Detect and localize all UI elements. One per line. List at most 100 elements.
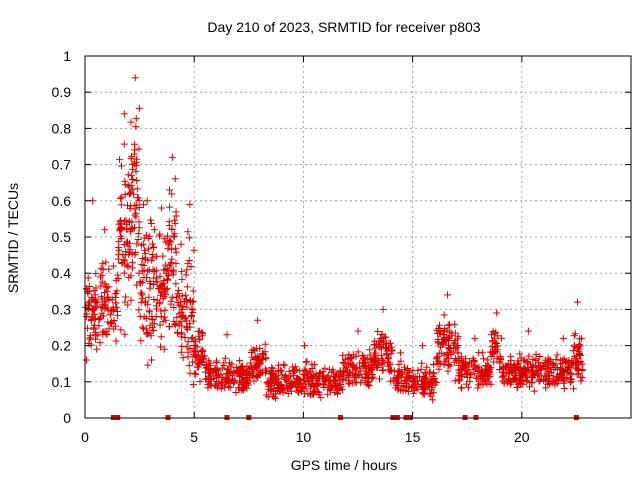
data-point <box>361 374 369 382</box>
data-point <box>156 283 164 291</box>
data-point <box>172 280 180 288</box>
data-point <box>93 302 101 310</box>
data-point <box>170 232 178 240</box>
data-point <box>189 287 197 295</box>
data-point <box>124 242 132 250</box>
data-point <box>152 313 160 321</box>
data-point <box>544 354 552 362</box>
data-point <box>488 338 496 346</box>
data-point <box>476 373 484 381</box>
data-point <box>181 334 189 342</box>
data-point <box>177 318 185 326</box>
data-point <box>570 332 578 340</box>
data-point <box>123 239 131 247</box>
data-point <box>291 380 299 388</box>
data-point <box>257 368 265 376</box>
data-point <box>145 307 153 315</box>
data-point <box>263 378 271 386</box>
data-point <box>413 373 421 381</box>
data-point <box>100 312 108 320</box>
data-point <box>96 313 104 321</box>
y-tick-label: 0.9 <box>52 84 72 100</box>
data-point <box>183 295 191 303</box>
data-point <box>530 387 538 395</box>
data-point <box>254 374 262 382</box>
data-point <box>333 390 341 398</box>
data-point <box>235 369 243 377</box>
data-point <box>426 389 434 397</box>
data-point <box>312 370 320 378</box>
data-point <box>149 244 157 252</box>
data-point <box>103 288 111 296</box>
data-point <box>263 367 271 375</box>
data-point <box>324 383 332 391</box>
data-point <box>571 343 579 351</box>
data-point <box>105 283 113 291</box>
data-point <box>575 341 583 349</box>
data-point <box>135 145 143 153</box>
data-point <box>456 376 464 384</box>
data-point <box>144 256 152 264</box>
data-point <box>110 317 118 325</box>
data-point <box>196 327 204 335</box>
data-point <box>359 352 367 360</box>
data-point <box>183 266 191 274</box>
data-point <box>346 368 354 376</box>
data-point <box>168 255 176 263</box>
y-tick-label: 0.1 <box>52 374 72 390</box>
data-point <box>441 357 449 365</box>
data-point <box>553 373 561 381</box>
data-point <box>405 369 413 377</box>
data-point <box>560 385 568 393</box>
data-point <box>139 240 147 248</box>
data-point <box>352 352 360 360</box>
data-point <box>186 344 194 352</box>
data-point <box>349 363 357 371</box>
data-point <box>365 364 373 372</box>
data-point <box>195 332 203 340</box>
data-point <box>317 394 325 402</box>
data-point <box>198 358 206 366</box>
data-point <box>274 361 282 369</box>
data-point <box>215 373 223 381</box>
data-point <box>484 356 492 364</box>
data-point <box>160 345 168 353</box>
data-point <box>400 363 408 371</box>
x-axis-label: GPS time / hours <box>291 457 398 473</box>
data-point <box>147 216 155 224</box>
data-point <box>127 272 135 280</box>
data-point <box>261 340 269 348</box>
data-point <box>478 372 486 380</box>
data-point <box>135 218 143 226</box>
data-point <box>226 383 234 391</box>
data-point <box>314 379 322 387</box>
data-point <box>138 323 146 331</box>
data-point <box>92 297 100 305</box>
data-point <box>423 363 431 371</box>
data-point <box>431 378 439 386</box>
data-point <box>97 304 105 312</box>
data-point <box>120 256 128 264</box>
data-point <box>536 352 544 360</box>
data-point <box>492 328 500 336</box>
data-point <box>432 378 440 386</box>
data-point <box>134 235 142 243</box>
data-point <box>144 361 152 369</box>
data-point <box>148 356 155 364</box>
data-point <box>493 309 501 317</box>
data-point <box>92 269 100 277</box>
data-point <box>549 360 557 368</box>
data-point <box>529 356 537 364</box>
data-point <box>161 291 169 299</box>
data-point <box>184 338 192 346</box>
data-point <box>569 347 577 355</box>
data-point <box>171 175 179 183</box>
data-point <box>578 366 586 374</box>
data-point <box>202 360 210 368</box>
data-point <box>436 321 444 329</box>
data-point <box>172 248 180 256</box>
data-point <box>116 224 124 232</box>
data-point <box>211 381 219 389</box>
data-point <box>187 313 195 321</box>
data-point <box>429 396 437 404</box>
